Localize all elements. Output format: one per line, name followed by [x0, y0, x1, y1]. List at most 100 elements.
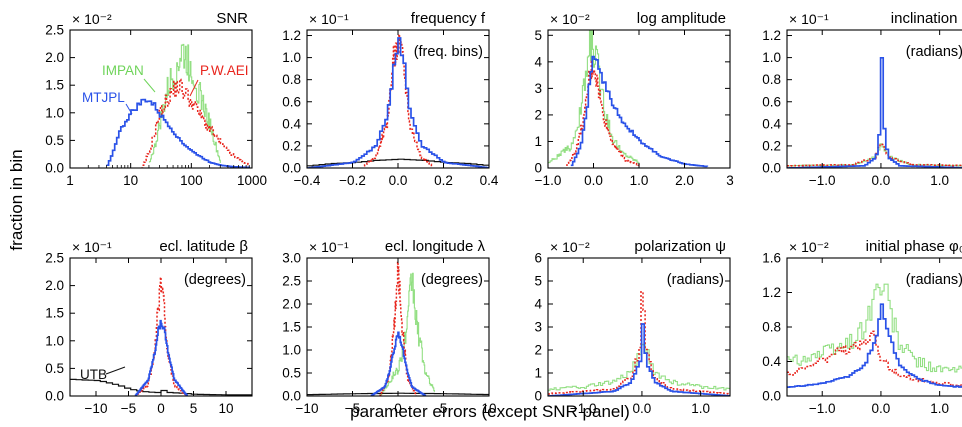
axis-multiplier: × 10⁻² — [550, 11, 590, 27]
label-leader — [105, 366, 126, 375]
plot-area — [106, 43, 251, 168]
x-tick-label: 10 — [481, 401, 496, 416]
y-tick-label: 3.0 — [282, 251, 301, 266]
axis-multiplier: × 10⁻¹ — [789, 11, 829, 27]
panel-title: ecl. longitude λ — [385, 238, 486, 255]
series-pwaei-line — [787, 143, 962, 167]
y-tick-label: 0.5 — [282, 366, 301, 381]
x-tick-label: 0.0 — [872, 173, 891, 188]
y-tick-label: 6 — [534, 251, 542, 266]
unit-note: (radians) — [667, 272, 724, 288]
panel-3: 0.0 0.2 0.4 0.6 0.8 1.0 1.2 −1.0 0.0 1.0 × 10⁻¹ inc… — [762, 10, 962, 188]
y-tick-label: 0 — [534, 161, 542, 176]
y-tick-label: 0.5 — [45, 361, 64, 376]
y-tick-label: 0.4 — [762, 116, 781, 131]
series-impan-line — [548, 30, 640, 164]
x-tick-label: 2.0 — [675, 173, 694, 188]
y-tick-label: 1.0 — [282, 343, 301, 358]
y-tick-label: 0 — [534, 389, 542, 404]
panel-1: 0.0 0.2 0.4 0.6 0.8 1.0 1.2 −0.4 −0.2 0.0 0.2 0.4 × … — [282, 10, 499, 188]
y-tick-label: 2.0 — [282, 297, 301, 312]
x-tick-label: −0.4 — [294, 173, 321, 188]
y-tick-label: 4 — [534, 297, 542, 312]
axes-frame — [547, 29, 731, 169]
y-tick-label: 0.0 — [282, 161, 301, 176]
y-tick-label: 2.5 — [45, 23, 64, 38]
panel-title: SNR — [216, 10, 248, 27]
panel-0: 0.0 0.5 1.0 1.5 2.0 2.5 1 10 100 1000 × 10⁻² SNR MTJ… — [45, 10, 267, 188]
y-tick-label: 2 — [534, 107, 542, 122]
x-tick-label: −1.0 — [809, 173, 836, 188]
y-tick-label: 1.0 — [45, 333, 64, 348]
axes-frame — [69, 29, 253, 169]
panel-title: frequency f — [411, 10, 486, 27]
x-tick-label: 100 — [180, 173, 203, 188]
y-tick-label: 1.0 — [45, 105, 64, 120]
y-tick-label: 0.6 — [762, 94, 781, 109]
axes-frame — [786, 29, 962, 169]
label-leader — [125, 103, 133, 115]
x-axis-label: parameter errors (except SNR panel) — [350, 402, 630, 421]
x-tick-label: −10 — [296, 401, 319, 416]
y-tick-label: 4 — [534, 54, 542, 69]
x-tick-label: 0 — [394, 401, 402, 416]
y-tick-label: 0.0 — [45, 389, 64, 404]
y-tick-label: 1 — [534, 366, 542, 381]
series-pwaei-line — [379, 260, 417, 396]
axis-multiplier: × 10⁻² — [789, 239, 829, 255]
axis-multiplier: × 10⁻¹ — [309, 239, 349, 255]
unit-note: (radians) — [906, 272, 962, 288]
x-tick-label: 0.0 — [872, 401, 891, 416]
axis-multiplier: × 10⁻¹ — [72, 239, 112, 255]
y-tick-label: 3 — [534, 320, 542, 335]
unit-note: (freq. bins) — [414, 44, 483, 60]
y-tick-label: 0.5 — [45, 133, 64, 148]
series-mtjpl-line — [370, 331, 427, 396]
series-pwaei-line — [787, 330, 962, 388]
y-tick-label: 3 — [534, 81, 542, 96]
x-tick-label: 5 — [190, 401, 198, 416]
y-tick-label: 5 — [534, 28, 542, 43]
series-mtjpl-line — [787, 303, 962, 388]
y-tick-label: 0.4 — [762, 354, 781, 369]
y-tick-label: 2.0 — [45, 278, 64, 293]
x-tick-label: 0.0 — [633, 401, 652, 416]
y-tick-label: 0.0 — [45, 161, 64, 176]
plot-area — [70, 276, 252, 396]
series-impan-line — [148, 43, 221, 163]
axis-multiplier: × 10⁻² — [550, 239, 590, 255]
panel-title: initial phase φ₀ — [866, 238, 962, 255]
series-mtjpl-line — [570, 55, 709, 168]
series-pwaei-line — [566, 60, 640, 167]
y-tick-label: 0.2 — [282, 138, 301, 153]
panel-title: log amplitude — [637, 10, 726, 27]
label-leader — [189, 79, 199, 97]
x-tick-label: 5 — [440, 401, 448, 416]
series-label-pwaei: P.W.AEI — [200, 63, 249, 78]
axis-multiplier: × 10⁻² — [72, 11, 112, 27]
series-mtjpl-line — [307, 37, 489, 168]
y-tick-label: 1.0 — [282, 50, 301, 65]
series-label-mtjpl: MTJPL — [82, 90, 125, 105]
y-tick-label: 1.2 — [762, 28, 781, 43]
y-tick-label: 0.2 — [762, 138, 781, 153]
unit-note: (degrees) — [184, 272, 246, 288]
series-label-utb: UTB — [80, 367, 107, 382]
plot-area — [548, 290, 730, 396]
x-tick-label: 3 — [726, 173, 734, 188]
series-utb-line — [307, 158, 489, 167]
y-tick-label: 1.6 — [762, 251, 781, 266]
y-tick-label: 0.8 — [762, 320, 781, 335]
y-tick-label: 2.5 — [45, 251, 64, 266]
unit-note: (radians) — [906, 44, 962, 60]
x-tick-label: 0.0 — [389, 173, 408, 188]
series-pwaei-line — [134, 276, 188, 396]
x-tick-label: 1000 — [237, 173, 267, 188]
y-tick-label: 1.2 — [282, 28, 301, 43]
x-tick-label: 10 — [218, 401, 233, 416]
y-tick-label: 1 — [534, 134, 542, 149]
x-tick-label: −0.2 — [339, 173, 366, 188]
x-tick-label: 1.0 — [630, 173, 649, 188]
y-tick-label: 2.0 — [45, 50, 64, 65]
